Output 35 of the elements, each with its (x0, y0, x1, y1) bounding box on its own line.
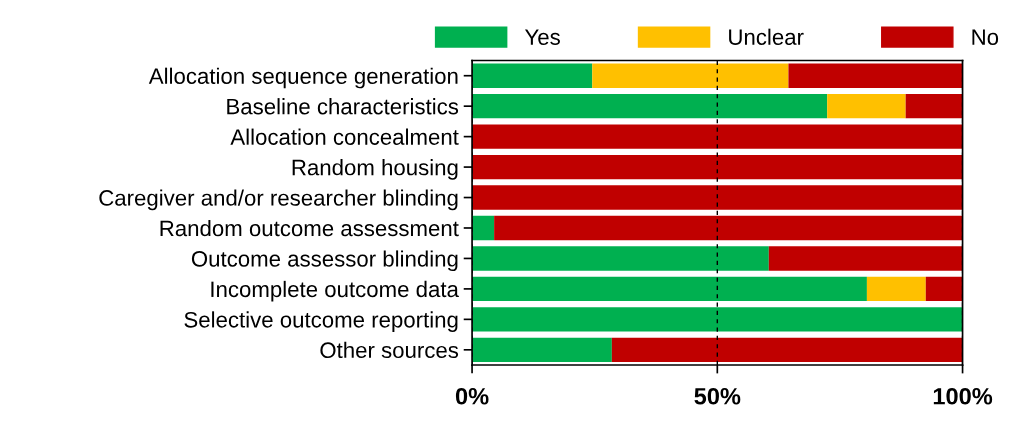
bar (472, 215, 495, 241)
y-tick-label: Other sources (320, 341, 459, 359)
y-tick-label: Allocation sequence generation (148, 67, 458, 89)
y-tick-label: Allocation concealment (230, 128, 459, 145)
bar (472, 337, 612, 362)
bar (472, 185, 963, 210)
bar (905, 93, 963, 119)
y-tick-label: Baseline characteristics (227, 98, 459, 115)
bar (472, 276, 867, 302)
legend-label: Yes (524, 29, 560, 45)
bar (925, 276, 963, 302)
y-tick-label: Random outcome assessment (160, 219, 459, 237)
legend-label: Unclear (729, 28, 804, 45)
legend-label: No (972, 29, 999, 45)
bar (592, 63, 789, 88)
bar (827, 93, 906, 119)
bar (788, 63, 963, 88)
bar (472, 63, 593, 88)
x-tick-label: 50% (694, 387, 741, 405)
bar (768, 246, 963, 271)
y-tick-label: Random housing (292, 159, 458, 180)
bar (472, 93, 828, 119)
bar (472, 246, 769, 271)
y-tick-label: Incomplete outcome data (211, 280, 459, 302)
bar (494, 215, 963, 241)
bar (472, 124, 963, 149)
bar (611, 337, 963, 362)
bar (472, 307, 963, 332)
x-tick-label: 100% (933, 387, 993, 405)
bar (472, 154, 963, 180)
y-tick-label: Outcome assessor blinding (191, 250, 458, 272)
y-tick-label: Selective outcome reporting (184, 311, 458, 333)
bar (866, 276, 926, 302)
x-tick-label: 0% (455, 387, 489, 405)
y-tick-label: Caregiver and/or researcher blinding (99, 189, 458, 211)
